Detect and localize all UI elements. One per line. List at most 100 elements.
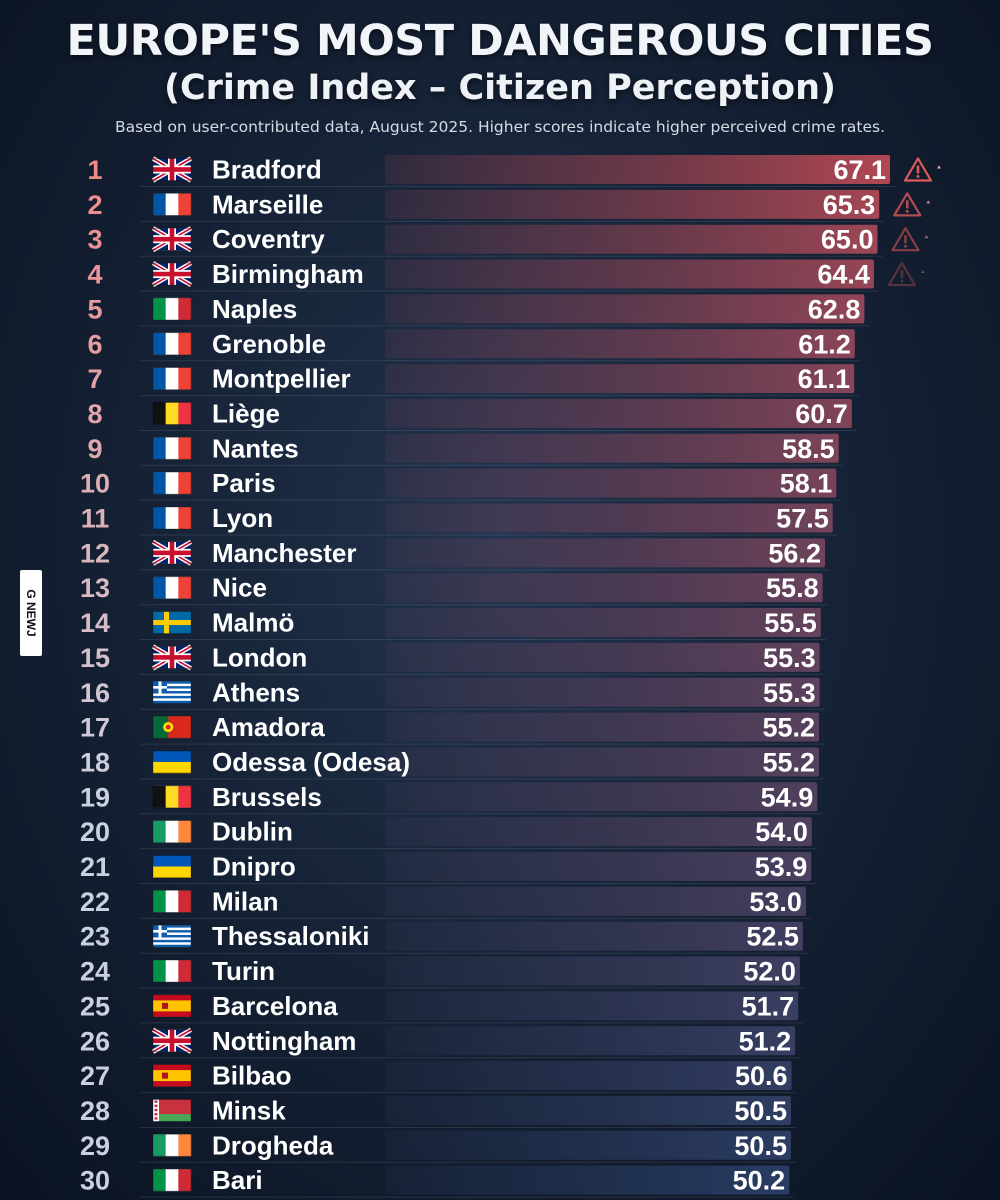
value-label: 54.0 xyxy=(755,817,808,847)
city-label: Drogheda xyxy=(212,1130,334,1160)
value-label: 60.7 xyxy=(795,399,848,429)
france-flag-icon xyxy=(152,367,192,391)
rank-label: 20 xyxy=(80,817,110,847)
chart-row: 22 Milan 53.0 xyxy=(80,886,811,919)
bar xyxy=(385,329,855,359)
rank-label: 8 xyxy=(87,399,102,429)
warning-icon xyxy=(903,157,941,182)
chart-row: 16 Athens 55.3 xyxy=(80,677,825,710)
france-flag-icon xyxy=(152,471,192,495)
chart-row: 4 Birmingham 64.4 xyxy=(87,259,925,292)
chart-row: 24 Turin 52.0 xyxy=(80,956,805,989)
chart-row: 1 Bradford 67.1 xyxy=(87,155,941,187)
bar xyxy=(385,991,799,1021)
value-label: 55.3 xyxy=(763,643,816,673)
chart-subtitle: (Crime Index – Citizen Perception) xyxy=(163,68,836,108)
rank-label: 23 xyxy=(80,922,110,952)
italy-flag-icon xyxy=(152,1168,192,1192)
rank-label: 13 xyxy=(80,573,110,603)
rank-label: 18 xyxy=(80,747,110,777)
chart-row: 9 Nantes 58.5 xyxy=(87,433,844,466)
value-label: 52.5 xyxy=(746,922,799,952)
city-label: Paris xyxy=(212,468,276,498)
bar xyxy=(385,1061,792,1091)
chart-row: 30 Bari 50.2 xyxy=(80,1165,795,1198)
chart-row: 3 Coventry 65.0 xyxy=(87,224,929,257)
rank-label: 26 xyxy=(80,1026,110,1056)
city-label: Lyon xyxy=(212,503,273,533)
bar xyxy=(385,224,878,254)
france-flag-icon xyxy=(152,436,192,460)
value-label: 62.8 xyxy=(808,294,861,324)
france-flag-icon xyxy=(152,506,192,530)
bar xyxy=(385,1165,790,1195)
bar xyxy=(385,608,821,638)
value-label: 55.8 xyxy=(766,573,819,603)
uk-flag-icon xyxy=(151,261,193,287)
city-label: Naples xyxy=(212,294,297,324)
city-label: London xyxy=(212,642,307,672)
france-flag-icon xyxy=(152,576,192,600)
bar xyxy=(385,817,812,847)
value-label: 58.1 xyxy=(780,469,833,499)
bar xyxy=(385,573,823,603)
uk-flag-icon xyxy=(151,1027,193,1054)
city-label: Barcelona xyxy=(212,991,338,1021)
rank-label: 27 xyxy=(80,1061,110,1091)
value-label: 54.9 xyxy=(761,782,814,812)
bar xyxy=(385,468,837,498)
chart-note: Based on user-contributed data, August 2… xyxy=(114,118,886,136)
value-label: 65.0 xyxy=(821,225,874,255)
chart-row: 13 Nice 55.8 xyxy=(80,573,828,606)
rank-label: 5 xyxy=(87,294,102,324)
value-label: 50.2 xyxy=(733,1166,786,1196)
bar xyxy=(385,1095,791,1125)
uk-flag-icon xyxy=(151,539,193,566)
rank-label: 3 xyxy=(87,225,102,255)
value-label: 53.9 xyxy=(755,852,808,882)
chart-row: 25 Barcelona 51.7 xyxy=(80,991,804,1024)
city-label: Brussels xyxy=(212,782,322,812)
spain-flag-icon xyxy=(152,1064,192,1087)
city-label: Nice xyxy=(212,573,267,603)
rank-label: 7 xyxy=(87,364,102,394)
rank-label: 15 xyxy=(80,643,110,673)
bar xyxy=(385,886,806,916)
bar xyxy=(385,642,820,672)
rank-label: 4 xyxy=(87,260,102,290)
rank-label: 28 xyxy=(80,1096,110,1126)
rank-label: 25 xyxy=(80,991,110,1021)
rank-label: 14 xyxy=(80,608,110,638)
ukraine-flag-icon xyxy=(152,750,192,774)
value-label: 51.2 xyxy=(739,1026,792,1056)
uk-flag-icon xyxy=(151,226,193,253)
city-label: Marseille xyxy=(212,189,323,219)
chart-row: 26 Nottingham 51.2 xyxy=(80,1026,801,1059)
rank-label: 12 xyxy=(80,538,110,568)
chart-title: EUROPE'S MOST DANGEROUS CITIES xyxy=(66,16,934,66)
chart-row: 5 Naples 62.8 xyxy=(87,294,870,327)
bar xyxy=(385,433,839,463)
value-label: 61.1 xyxy=(798,364,851,394)
chart-row: 11 Lyon 57.5 xyxy=(81,503,838,536)
city-label: Bilbao xyxy=(212,1061,291,1091)
chart-row: 23 Thessaloniki 52.5 xyxy=(80,921,808,954)
rank-label: 6 xyxy=(87,329,102,359)
city-label: Odessa (Odesa) xyxy=(212,747,410,777)
warning-icon xyxy=(891,227,929,252)
value-label: 53.0 xyxy=(749,887,802,917)
bar xyxy=(385,398,852,428)
city-label: Bradford xyxy=(212,155,322,185)
value-label: 50.5 xyxy=(734,1131,787,1161)
chart-row: 20 Dublin 54.0 xyxy=(80,817,817,850)
italy-flag-icon xyxy=(152,297,192,321)
bar xyxy=(385,1130,791,1160)
city-label: Montpellier xyxy=(212,364,351,394)
bar xyxy=(385,364,855,394)
value-label: 55.2 xyxy=(762,747,815,777)
uk-flag-icon xyxy=(151,644,193,671)
chart-row: 7 Montpellier 61.1 xyxy=(87,364,860,397)
value-label: 56.2 xyxy=(768,538,821,568)
city-label: Thessaloniki xyxy=(212,921,370,951)
rank-label: 19 xyxy=(80,782,110,812)
